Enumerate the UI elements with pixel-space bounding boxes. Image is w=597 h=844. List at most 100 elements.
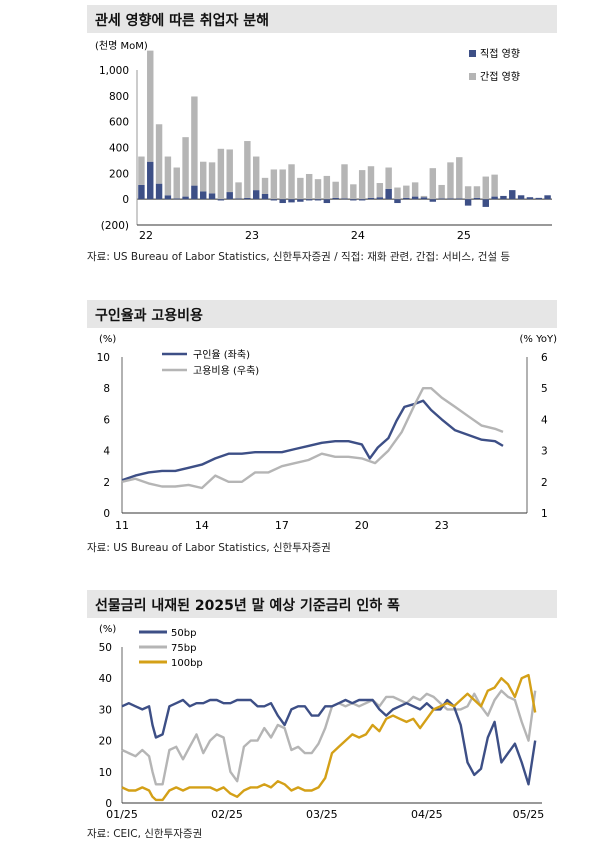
chart1-x-tick: 23	[245, 229, 259, 242]
chart2-y-tick-right: 3	[541, 446, 548, 458]
chart2-y-tick-left: 6	[103, 414, 110, 426]
chart1-bar-direct	[429, 199, 437, 202]
chart1-x-tick: 24	[351, 229, 365, 242]
chart2-x-tick: 11	[115, 519, 129, 532]
chart1-bar-direct	[200, 191, 207, 200]
chart1-bar-indirect	[191, 96, 198, 186]
chart1-bar-indirect	[482, 176, 489, 200]
chart1-bar-direct	[385, 188, 392, 200]
chart1-bar-indirect	[261, 177, 269, 194]
chart1-bar-indirect	[164, 156, 172, 196]
chart1-legend-direct: 직접 영향	[480, 48, 520, 60]
chart1-bar-indirect	[138, 156, 145, 185]
chart1-bar-indirect	[155, 124, 163, 184]
chart1-y-tick: 200	[109, 168, 129, 180]
chart1-legend-swatch-indirect	[469, 73, 476, 80]
chart1-y-tick: 400	[109, 143, 129, 155]
chart3-series-75bp	[121, 689, 537, 786]
chart3-series-100bp	[121, 673, 537, 802]
chart1-bar-indirect	[456, 157, 463, 199]
chart1-bar-indirect	[314, 179, 322, 200]
chart1-bar-direct	[155, 183, 163, 200]
chart1-bar-indirect	[147, 50, 154, 162]
chart1-x-tick: 22	[139, 229, 153, 242]
chart1-bar-indirect	[208, 162, 216, 194]
chart1-title: 관세 영향에 따른 취업자 분해	[95, 13, 270, 29]
chart1-source: 자료: US Bureau of Labor Statistics, 신한투자증…	[87, 251, 511, 263]
chart3-unit: (%)	[99, 624, 116, 635]
chart2-y-tick-right: 6	[541, 352, 548, 364]
chart1-bar-direct	[191, 185, 198, 200]
chart1-bar-direct	[447, 198, 454, 200]
chart1-legend-swatch-direct	[469, 50, 476, 57]
chart1-bar-indirect	[429, 168, 437, 200]
chart3-x-tick: 04/25	[411, 808, 443, 821]
chart1-bar-indirect	[332, 181, 339, 198]
chart1-bar-indirect	[341, 164, 348, 199]
chart1-bar-indirect	[420, 195, 428, 198]
chart2-source: 자료: US Bureau of Labor Statistics, 신한투자증…	[87, 542, 331, 554]
chart1-bar-direct	[403, 197, 410, 200]
chart1-bar-indirect	[235, 182, 242, 199]
chart1-bar-indirect	[217, 148, 225, 200]
chart3-x-tick: 05/25	[513, 808, 545, 821]
chart3-y-tick: 40	[99, 673, 112, 685]
chart1-bar-direct	[544, 195, 551, 200]
chart2-y-tick-right: 5	[541, 383, 548, 395]
chart1-bar-direct	[208, 193, 216, 200]
chart1-bar-indirect	[270, 169, 278, 200]
chart1-bar-indirect	[447, 162, 454, 199]
chart1-bar-direct	[420, 197, 428, 200]
chart1-bar-direct	[535, 197, 542, 200]
chart1-bar-direct	[244, 197, 251, 200]
chart1-unit-label: (천명 MoM)	[95, 40, 148, 52]
chart1-bar-direct	[438, 198, 445, 200]
chart1-bar-indirect	[464, 186, 472, 200]
chart1-bar-indirect	[367, 166, 375, 198]
chart2-y-tick-left: 8	[103, 383, 110, 395]
chart2-y-tick-right: 4	[541, 414, 548, 426]
chart1-bar-direct	[182, 196, 189, 200]
chart3-y-tick: 50	[99, 642, 112, 654]
chart2-series-employment-cost	[121, 387, 504, 490]
chart1-bar-direct	[509, 190, 516, 200]
chart1-bar-direct	[358, 199, 366, 201]
chart1-bar-indirect	[358, 170, 366, 200]
chart3-y-tick: 20	[99, 736, 112, 748]
chart1-bar-direct	[517, 195, 525, 200]
chart1-bar-indirect	[394, 187, 401, 200]
chart1-bar-direct	[173, 198, 180, 200]
chart2-x-tick: 23	[435, 519, 449, 532]
chart1-y-tick: 0	[122, 194, 129, 206]
chart3-series-50bp	[121, 698, 537, 786]
chart1-y-tick: 600	[109, 117, 129, 129]
chart1-bar-direct	[482, 199, 489, 207]
chart1-bar-direct	[367, 197, 375, 200]
chart3-legend-label: 100bp	[171, 658, 203, 669]
chart1-bar-indirect	[226, 149, 233, 193]
chart1-title-bar: 관세 영향에 따른 취업자 분해	[87, 5, 557, 33]
chart1-bar-indirect	[279, 169, 286, 200]
chart2-title: 구인율과 고용비용	[95, 308, 203, 324]
chart1-bar-indirect	[252, 156, 260, 191]
chart1-bar-direct	[164, 195, 172, 200]
chart1-bar-direct	[279, 199, 286, 204]
chart2-y-tick-left: 0	[103, 508, 110, 520]
chart1-bar-direct	[261, 194, 269, 200]
chart1-bar-direct	[491, 196, 498, 200]
chart2-series-job-openings-rate	[121, 399, 504, 482]
chart1-bar-direct	[526, 197, 534, 200]
chart3-x-tick: 03/25	[306, 808, 338, 821]
chart3-title: 선물금리 내재된 2025년 말 예상 기준금리 인하 폭	[95, 598, 400, 614]
chart1-bar-direct	[411, 196, 419, 200]
chart1-bar-direct	[323, 199, 331, 204]
chart1-bar-direct	[147, 161, 154, 200]
chart1-bar-indirect	[200, 161, 207, 192]
chart1-bar-direct	[252, 190, 260, 200]
chart1-bar-indirect	[385, 167, 392, 189]
chart3-source: 자료: CEIC, 신한투자증권	[87, 828, 203, 840]
chart1-bar-direct	[464, 199, 472, 206]
chart1-bar-indirect	[305, 173, 313, 200]
chart1-bar-direct	[297, 199, 304, 202]
chart1-bar-indirect	[173, 167, 180, 199]
